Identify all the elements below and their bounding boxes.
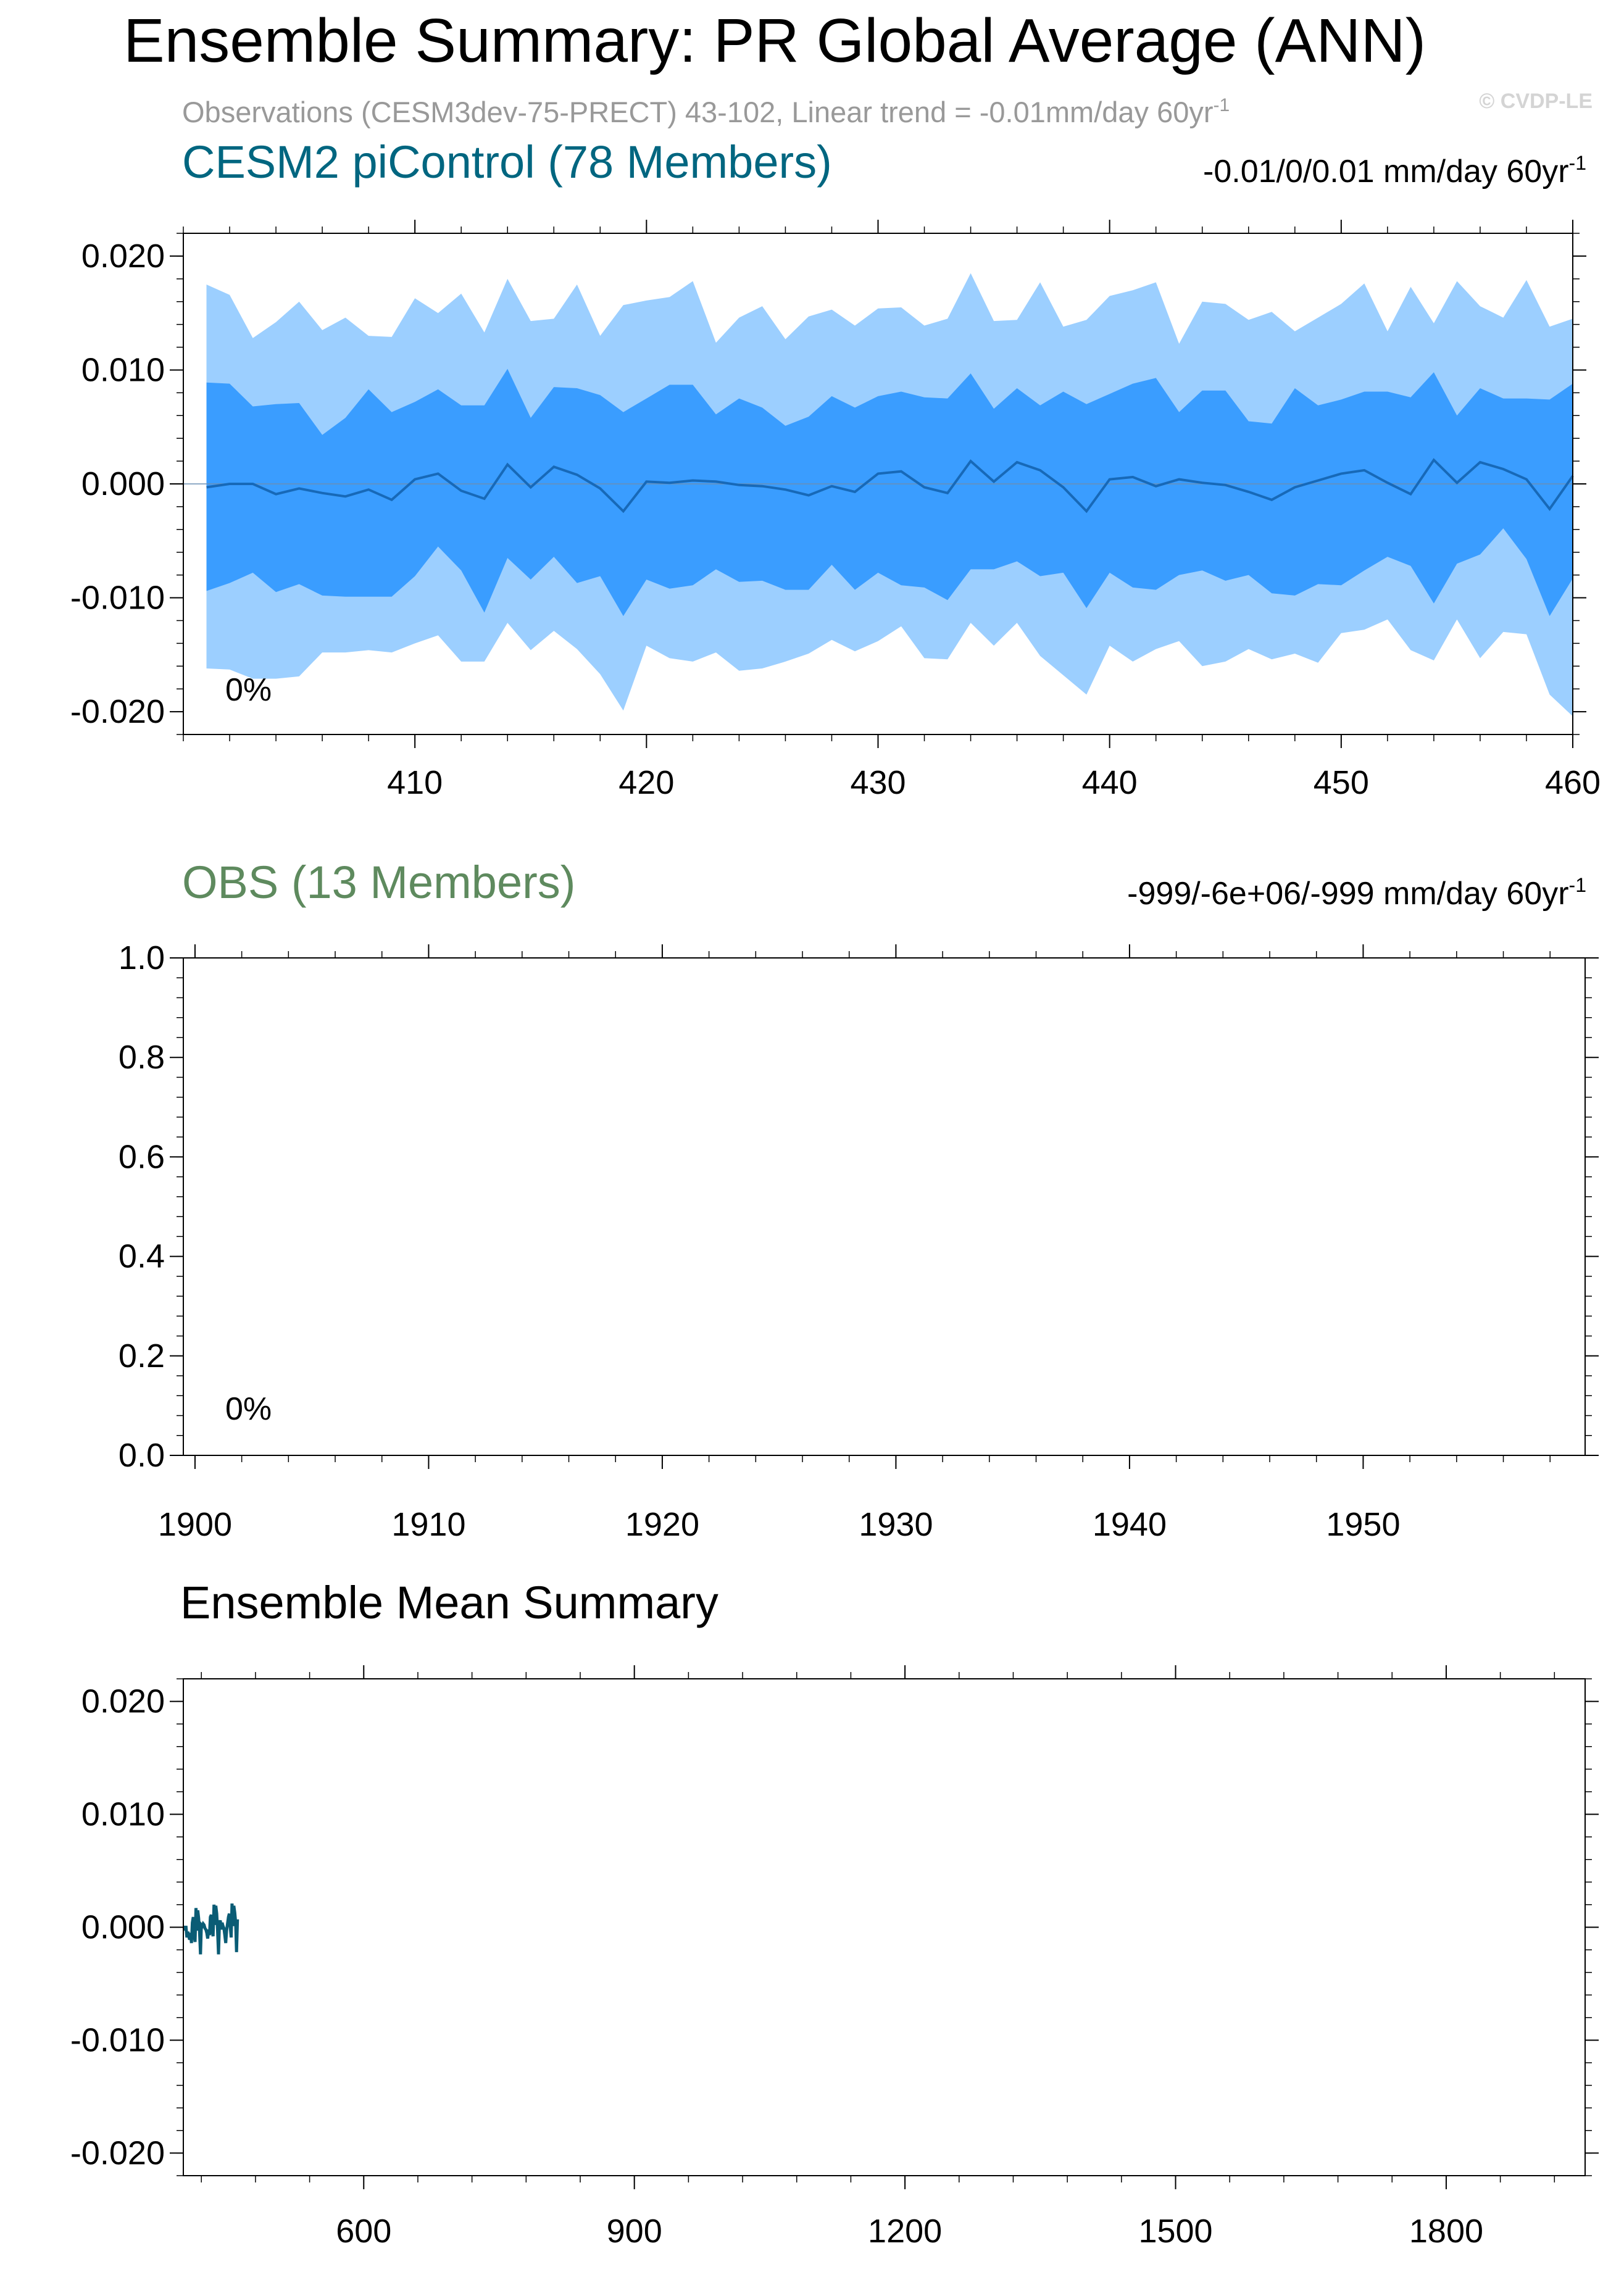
x-tick-label: 1800	[1409, 2213, 1483, 2250]
x-tick-label: 1910	[391, 1506, 465, 1543]
model-trend-value: -0.01/0/0.01 mm/day 60yr	[1203, 154, 1569, 189]
y-tick-label: -0.010	[70, 580, 165, 617]
y-tick-label: -0.020	[70, 693, 165, 730]
x-tick-label: 420	[618, 764, 674, 801]
x-tick-label: 1500	[1138, 2213, 1212, 2250]
obs-percent-annotation: 0%	[225, 1391, 272, 1427]
x-tick-label: 440	[1082, 764, 1138, 801]
y-tick-label: -0.010	[70, 2021, 165, 2058]
model-trend-superscript: -1	[1569, 152, 1586, 174]
main-title: Ensemble Summary: PR Global Average (ANN…	[123, 6, 1426, 75]
ensemble-mean-title: Ensemble Mean Summary	[180, 1577, 718, 1628]
obs-trend-superscript: -1	[1569, 874, 1586, 896]
obs-panel: OBS (13 Members) -999/-6e+06/-999 mm/day…	[119, 857, 1599, 1543]
x-tick-label: 900	[607, 2213, 662, 2250]
y-tick-label: 0.010	[81, 351, 165, 388]
x-tick-label: 430	[850, 764, 906, 801]
x-tick-label: 1930	[859, 1506, 933, 1543]
obs-trend-value: -999/-6e+06/-999 mm/day 60yr	[1127, 876, 1568, 912]
x-tick-label: 1200	[868, 2213, 942, 2250]
y-tick-label: 0.000	[81, 465, 165, 502]
y-tick-label: 0.020	[81, 238, 165, 275]
summary-mean-line	[183, 1903, 239, 1955]
y-tick-label: -0.020	[70, 2134, 165, 2171]
ensemble-mean-panel: Ensemble Mean Summary 0.020 0.010 0.000 -0.…	[70, 1577, 1599, 2250]
x-tick-label: 450	[1314, 764, 1369, 801]
y-tick-label: 0.000	[81, 1909, 165, 1946]
model-percent-annotation: 0%	[225, 672, 272, 708]
y-tick-label: 0.4	[119, 1238, 165, 1275]
x-tick-label: 1920	[625, 1506, 699, 1543]
p10-p90-band	[206, 368, 1573, 617]
y-tick-label: 0.020	[81, 1683, 165, 1720]
x-tick-label: 1940	[1093, 1506, 1167, 1543]
x-tick-label: 1900	[158, 1506, 232, 1543]
y-tick-label: 0.8	[119, 1039, 165, 1076]
y-tick-label: 1.0	[119, 939, 165, 976]
subtitle-superscript: -1	[1214, 95, 1230, 115]
x-tick-label: 460	[1545, 764, 1601, 801]
model-trend-label: -0.01/0/0.01 mm/day 60yr-1	[1203, 152, 1586, 189]
model-panel-title: CESM2 piControl (78 Members)	[182, 136, 832, 188]
watermark: © CVDP-LE	[1479, 89, 1593, 113]
subtitle-text: Observations (CESM3dev-75-PRECT) 43-102,…	[182, 96, 1214, 128]
ensemble-mean-line	[206, 458, 1574, 514]
y-tick-label: 0.2	[119, 1337, 165, 1375]
x-tick-label: 410	[387, 764, 443, 801]
subtitle: Observations (CESM3dev-75-PRECT) 43-102,…	[182, 95, 1230, 128]
y-tick-label: 0.6	[119, 1138, 165, 1175]
plot-frame	[183, 957, 1586, 1456]
ensemble-mean-plot-area: 0.020 0.010 0.000 -0.010 -0.020 600 900 1200 150…	[70, 1665, 1599, 2250]
y-tick-label: 0.0	[119, 1437, 165, 1474]
obs-plot-area: 1.0 0.8 0.6 0.4 0.2 0.0 1900 1910 1920 1930 1940 19…	[119, 939, 1599, 1543]
y-tick-label: 0.010	[81, 1796, 165, 1833]
model-plot-area: 0.020 0.010 0.000 -0.010 -0.020 410 420 430 440 4…	[70, 220, 1601, 801]
obs-panel-title: OBS (13 Members)	[182, 857, 575, 908]
x-tick-label: 600	[336, 2213, 391, 2250]
x-tick-label: 1950	[1326, 1506, 1400, 1543]
obs-trend-label: -999/-6e+06/-999 mm/day 60yr-1	[1127, 874, 1586, 912]
model-ensemble-panel: CESM2 piControl (78 Members) -0.01/0/0.0…	[70, 136, 1601, 801]
